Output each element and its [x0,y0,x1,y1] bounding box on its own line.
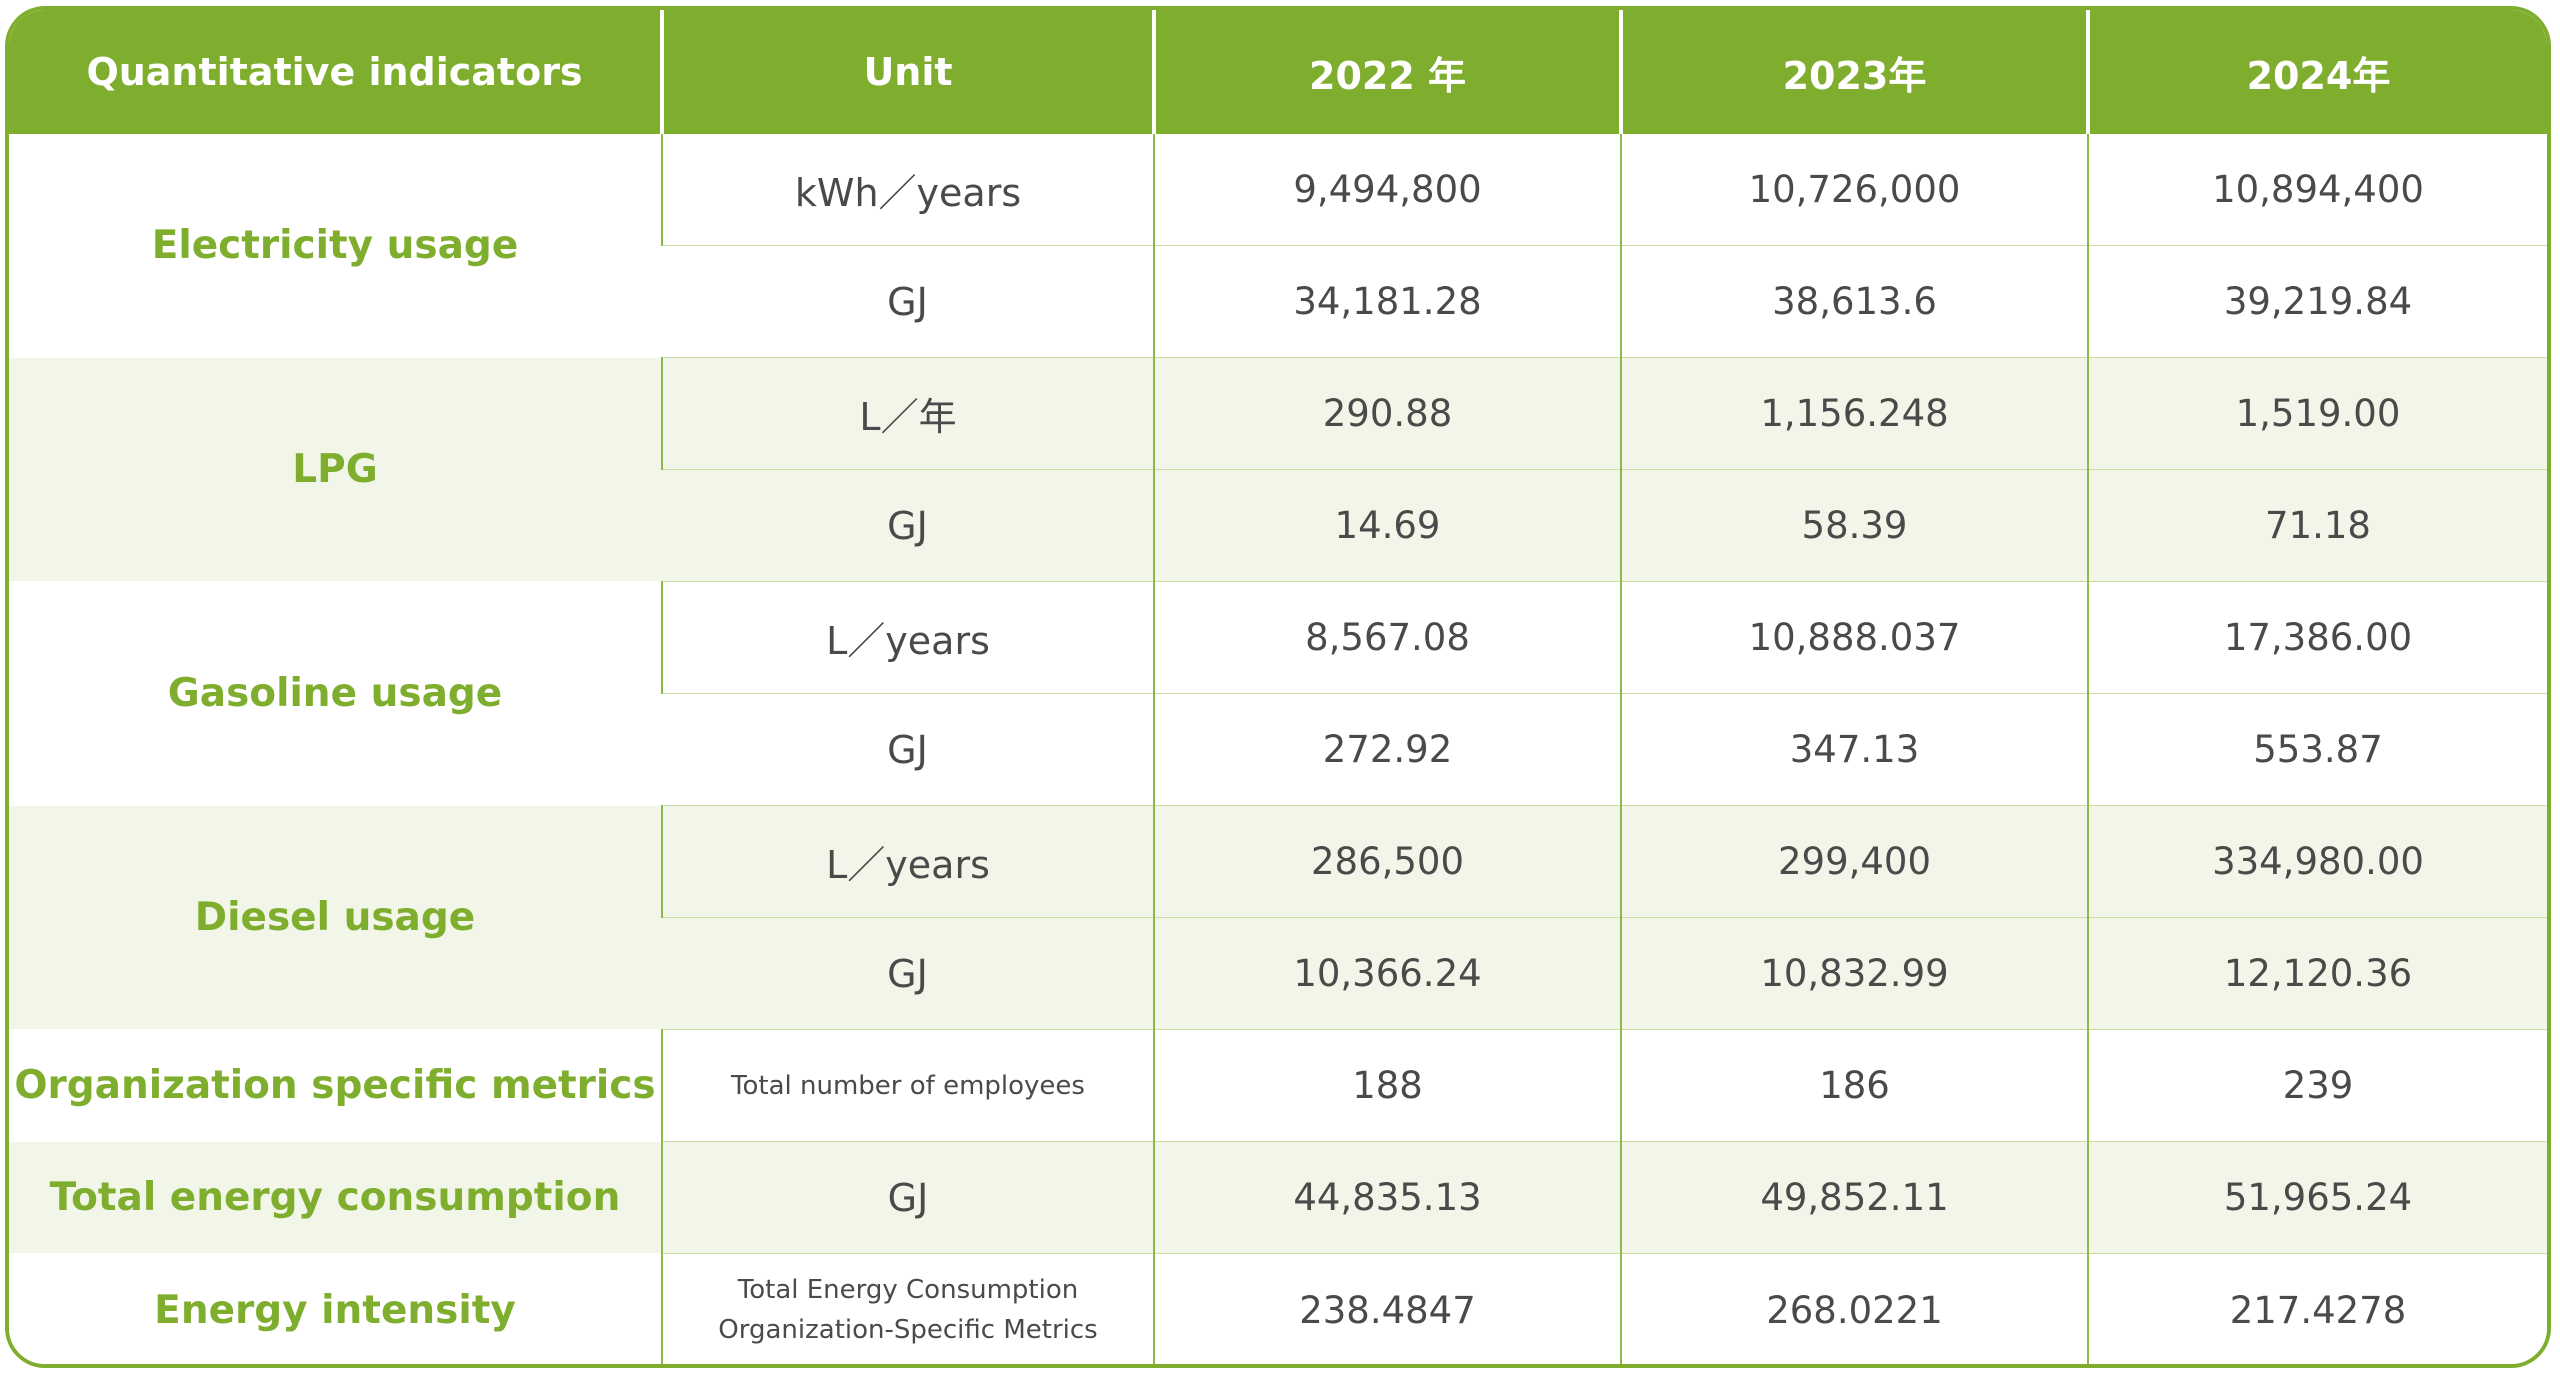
value-2022: 290.88 [1153,357,1621,470]
value-2022: 286,500 [1153,805,1621,918]
table-row: Diesel usage L／years 286,500 299,400 334… [9,805,2547,1030]
unit-line-denominator: Organization-Specific Metrics [718,1315,1098,1345]
value-2024: 71.18 [2087,469,2547,582]
value-2022: 188 [1153,1029,1621,1142]
header-indicator: Quantitative indicators [9,10,662,134]
value-2022: 14.69 [1153,469,1621,582]
indicator-diesel: Diesel usage [9,805,662,1030]
indicator-lpg: LPG [9,357,662,582]
table-row: GJ 14.69 58.39 71.18 [9,469,2547,582]
value-2022: 9,494,800 [1153,134,1621,246]
value-2023: 1,156.248 [1620,357,2088,470]
value-2022: 10,366.24 [1153,917,1621,1030]
unit-cell: L／years [661,805,1154,918]
value-2023: 347.13 [1620,693,2088,806]
indicator-electricity: Electricity usage [9,134,662,358]
unit-cell: Total Energy Consumption Organization-Sp… [661,1253,1154,1364]
unit-cell: GJ [662,245,1154,358]
value-2023: 58.39 [1620,469,2088,582]
value-2023: 268.0221 [1620,1253,2088,1364]
unit-cell: GJ [662,693,1154,806]
unit-line-numerator: Total Energy Consumption [737,1275,1079,1305]
value-2024: 553.87 [2087,693,2547,806]
value-2022: 44,835.13 [1153,1141,1621,1254]
value-2023: 186 [1620,1029,2088,1142]
unit-cell: GJ [662,917,1154,1030]
table-row: Total energy consumption GJ 44,835.13 49… [9,1141,2547,1254]
unit-cell: GJ [661,1141,1154,1254]
value-2023: 38,613.6 [1620,245,2088,358]
table-header-row: Quantitative indicators Unit 2022 年 2023… [9,10,2547,134]
table-row: Gasoline usage L／years 8,567.08 10,888.0… [9,581,2547,806]
header-unit: Unit [660,10,1154,134]
table-row: LPG L／年 290.88 1,156.248 1,519.00 [9,357,2547,582]
energy-table-frame: Quantitative indicators Unit 2022 年 2023… [5,6,2551,1368]
value-2023: 10,726,000 [1620,134,2088,246]
value-2023: 49,852.11 [1620,1141,2088,1254]
indicator-energy-intensity: Energy intensity [9,1253,662,1364]
header-year-2022: 2022 年 [1152,10,1621,134]
indicator-total-energy: Total energy consumption [9,1141,662,1254]
value-2022: 238.4847 [1153,1253,1621,1364]
value-2024: 334,980.00 [2087,805,2547,918]
header-year-2024: 2024年 [2086,10,2547,134]
value-2024: 217.4278 [2087,1253,2547,1364]
value-2022: 8,567.08 [1153,581,1621,694]
value-2024: 10,894,400 [2087,134,2547,246]
table-row: GJ 272.92 347.13 553.87 [9,693,2547,806]
energy-table: Quantitative indicators Unit 2022 年 2023… [9,10,2547,1364]
value-2024: 12,120.36 [2087,917,2547,1030]
table-row: GJ 34,181.28 38,613.6 39,219.84 [9,245,2547,358]
value-2024: 1,519.00 [2087,357,2547,470]
value-2023: 299,400 [1620,805,2088,918]
indicator-gasoline: Gasoline usage [9,581,662,806]
table-row: Electricity usage kWh／years 9,494,800 10… [9,134,2547,358]
value-2024: 17,386.00 [2087,581,2547,694]
indicator-organization-metrics: Organization specific metrics [9,1029,662,1142]
value-2022: 272.92 [1153,693,1621,806]
unit-cell: GJ [662,469,1154,582]
unit-cell: kWh／years [661,134,1154,246]
value-2024: 51,965.24 [2087,1141,2547,1254]
value-2022: 34,181.28 [1153,245,1621,358]
value-2024: 239 [2087,1029,2547,1142]
value-2023: 10,888.037 [1620,581,2088,694]
unit-cell: L／years [661,581,1154,694]
unit-cell: Total number of employees [661,1029,1154,1142]
table-row: Organization specific metrics Total numb… [9,1029,2547,1142]
table-row: GJ 10,366.24 10,832.99 12,120.36 [9,917,2547,1030]
value-2024: 39,219.84 [2087,245,2547,358]
value-2023: 10,832.99 [1620,917,2088,1030]
header-year-2023: 2023年 [1619,10,2088,134]
table-row: Energy intensity Total Energy Consumptio… [9,1253,2547,1364]
unit-cell: L／年 [661,357,1154,470]
